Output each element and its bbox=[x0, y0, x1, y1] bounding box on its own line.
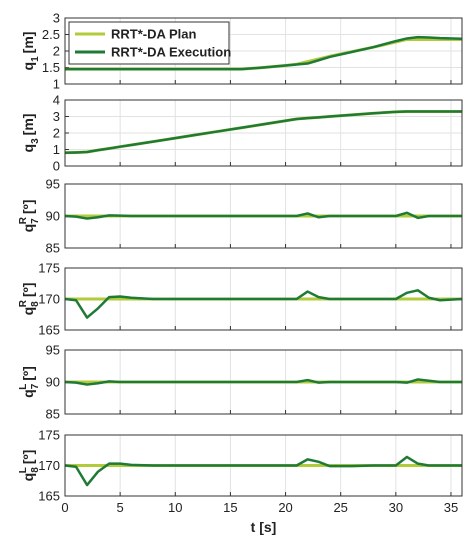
y-tick-label: 170 bbox=[38, 292, 60, 307]
x-tick-label: 15 bbox=[223, 500, 237, 515]
plot-frame bbox=[64, 349, 463, 415]
series-line bbox=[65, 35, 463, 71]
y-tick-label: 1 bbox=[53, 77, 60, 92]
y-tick-label: 3 bbox=[53, 11, 60, 26]
y-axis-label-sup: R bbox=[18, 216, 29, 224]
plot-frame bbox=[64, 183, 463, 249]
y-axis-label-unit: [m] bbox=[20, 32, 36, 54]
series-line bbox=[64, 211, 462, 220]
plot-frame bbox=[64, 434, 463, 497]
legend-label: RRT*-DA Plan bbox=[111, 27, 197, 42]
y-tick-label: 165 bbox=[38, 323, 60, 338]
y-tick-label: 1.5 bbox=[42, 60, 60, 75]
y-axis-label-sup: L bbox=[18, 467, 29, 473]
y-axis-label: q8L [º] bbox=[18, 450, 41, 482]
y-axis-label-sub: 3 bbox=[30, 138, 41, 144]
y-axis-label-base: q bbox=[20, 62, 36, 71]
y-axis-label-base: q bbox=[20, 473, 36, 482]
y-axis-label-base: q bbox=[20, 389, 36, 398]
y-axis-label: q3 [m] bbox=[20, 114, 41, 153]
y-axis-label-unit: [º] bbox=[20, 200, 36, 214]
y-tick-label: 1 bbox=[53, 142, 60, 157]
plot-frame bbox=[64, 267, 463, 331]
y-axis-label-base: q bbox=[20, 144, 36, 153]
y-tick-label: 85 bbox=[46, 407, 60, 422]
y-tick-label: 4 bbox=[53, 93, 60, 108]
plot-frame bbox=[64, 17, 463, 85]
y-axis-label-sub: 8 bbox=[30, 467, 41, 473]
x-tick-label: 0 bbox=[61, 500, 68, 515]
y-axis-label-sub: 1 bbox=[30, 56, 41, 62]
y-tick-label: 90 bbox=[46, 209, 60, 224]
y-axis-label: q1 [m] bbox=[20, 32, 41, 71]
y-axis-label-sup: R bbox=[18, 299, 29, 307]
x-tick-label: 20 bbox=[278, 500, 292, 515]
y-tick-label: 170 bbox=[38, 458, 60, 473]
y-tick-label: 90 bbox=[46, 375, 60, 390]
y-axis-label-base: q bbox=[20, 307, 36, 316]
y-tick-label: 85 bbox=[46, 241, 60, 256]
y-tick-label: 2 bbox=[53, 126, 60, 141]
series-line bbox=[64, 110, 462, 155]
y-axis-label: q8R [º] bbox=[18, 283, 41, 316]
y-tick-label: 2 bbox=[53, 44, 60, 59]
y-tick-label: 175 bbox=[38, 261, 60, 276]
y-axis-label: q7L [º] bbox=[18, 366, 41, 398]
y-axis-label-sup: L bbox=[18, 384, 29, 390]
y-tick-label: 3 bbox=[53, 109, 60, 124]
legend-box bbox=[68, 21, 230, 65]
y-tick-label: 95 bbox=[46, 343, 60, 358]
series-line bbox=[64, 455, 462, 487]
y-tick-label: 0 bbox=[53, 159, 60, 174]
y-tick-label: 2.5 bbox=[42, 27, 60, 42]
y-tick-label: 165 bbox=[38, 489, 60, 504]
plot-frame bbox=[64, 99, 463, 167]
y-axis-label-unit: [º] bbox=[20, 283, 36, 297]
x-axis-label: t [s] bbox=[251, 519, 277, 535]
y-axis-label-sub: 7 bbox=[30, 218, 41, 224]
x-tick-label: 35 bbox=[444, 500, 458, 515]
series-line bbox=[64, 289, 463, 319]
x-tick-label: 10 bbox=[168, 500, 182, 515]
x-tick-label: 30 bbox=[389, 500, 403, 515]
y-tick-label: 175 bbox=[38, 428, 60, 443]
x-tick-label: 5 bbox=[117, 500, 124, 515]
y-axis-label-base: q bbox=[20, 224, 36, 233]
y-axis-label-unit: [m] bbox=[20, 114, 36, 136]
series-line bbox=[64, 378, 462, 386]
x-tick-label: 25 bbox=[333, 500, 347, 515]
y-axis-label-sub: 8 bbox=[30, 301, 41, 307]
y-axis-label-unit: [º] bbox=[20, 366, 36, 380]
legend-label: RRT*-DA Execution bbox=[111, 45, 231, 60]
y-axis-label-unit: [º] bbox=[20, 450, 36, 464]
y-axis-label: q7R [º] bbox=[18, 200, 41, 233]
y-tick-label: 95 bbox=[46, 177, 60, 192]
y-axis-label-sub: 7 bbox=[30, 383, 41, 389]
